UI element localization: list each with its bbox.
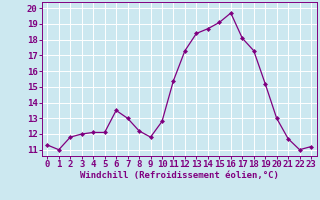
- X-axis label: Windchill (Refroidissement éolien,°C): Windchill (Refroidissement éolien,°C): [80, 171, 279, 180]
